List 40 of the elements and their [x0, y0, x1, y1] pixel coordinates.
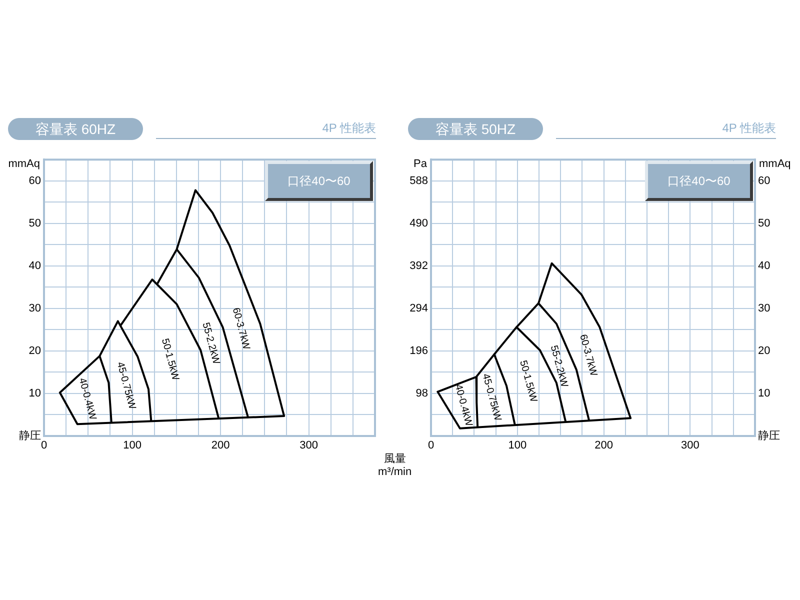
annotation: 40-0.4kW	[76, 376, 98, 422]
annotation: 40-0.4kW	[452, 383, 474, 428]
x-tick-label: 100	[123, 440, 142, 452]
y-tick-label: 392	[410, 260, 428, 272]
y2-axis-title: mmAq	[759, 158, 791, 170]
x-tick-label: 0	[428, 440, 434, 452]
x-tick-label: 0	[40, 440, 48, 452]
y-tick-label: 30	[28, 302, 41, 314]
x-tick-label: 100	[508, 440, 527, 452]
y-tick-label: 20	[28, 344, 41, 357]
y-tick-label: 60	[28, 174, 41, 187]
y2-tick-label: 30	[758, 302, 770, 314]
y2-tick-label: 50	[758, 217, 770, 230]
y2-tick-label: 静圧	[758, 430, 780, 442]
y2-tick-label: 40	[758, 260, 770, 272]
y-tick-label: 588	[410, 174, 428, 187]
y-tick-label: 40	[28, 260, 41, 272]
y-axis-title: mmAq	[8, 158, 40, 170]
y-tick-label: 静圧	[19, 430, 41, 442]
y-axis-title: Pa	[414, 158, 428, 170]
label-box: 口径40〜60	[645, 160, 753, 201]
y2-tick-label: 60	[758, 174, 770, 187]
x-tick-label: 200	[211, 440, 230, 452]
y-tick-label: 490	[410, 217, 428, 230]
x-tick-label: 300	[681, 440, 700, 452]
label-box: 口径40〜60	[265, 160, 373, 201]
x-tick-label: 200	[594, 440, 613, 452]
y-tick-label: 196	[410, 344, 428, 357]
y2-tick-label: 10	[758, 388, 770, 400]
x-tick-label: 300	[300, 440, 318, 452]
chart-subtitle: 4P 性能表	[556, 120, 776, 139]
x-axis-title: 風量 m³/min	[378, 453, 412, 479]
chart-title: 容量表 60HZ	[8, 118, 143, 140]
chart-subtitle: 4P 性能表	[156, 120, 376, 139]
y-tick-label: 10	[28, 388, 41, 400]
y-tick-label: 98	[416, 388, 428, 400]
y-tick-label: 50	[28, 217, 41, 230]
y-tick-label: 294	[410, 302, 428, 314]
y2-tick-label: 20	[758, 344, 770, 357]
chart-title: 容量表 50HZ	[408, 118, 543, 140]
